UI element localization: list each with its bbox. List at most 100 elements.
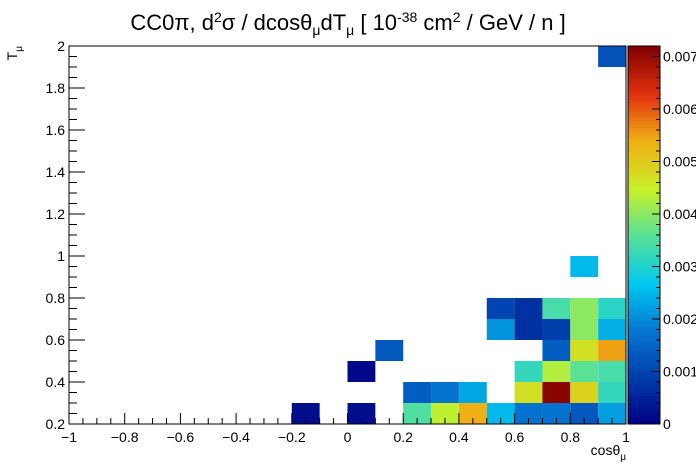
heatmap-bin	[598, 319, 626, 340]
color-scale-segment	[628, 55, 660, 59]
color-scale-segment	[628, 187, 660, 192]
color-scale-segment	[628, 313, 660, 318]
z-tick-label: 0.002	[663, 311, 696, 327]
z-tick-label: 0.004	[663, 206, 696, 222]
heatmap-bin	[403, 382, 432, 403]
color-scale-segment	[628, 326, 660, 330]
color-scale-segment	[628, 200, 660, 204]
y-tick-label: 0.6	[46, 332, 66, 348]
x-tick-label: 1	[622, 429, 630, 445]
color-scale-segment	[628, 52, 660, 56]
color-scale-segment	[628, 357, 660, 362]
heatmap-bin	[486, 403, 515, 424]
color-scale-segment	[628, 61, 660, 66]
color-scale-segment	[628, 105, 660, 110]
z-tick-label: 0	[663, 416, 671, 432]
color-scale-segment	[628, 115, 660, 119]
heatmap-bin	[570, 298, 599, 319]
color-scale-segment	[628, 373, 660, 378]
heatmap-bin	[431, 382, 459, 403]
color-scale-segment	[628, 407, 660, 412]
heatmap-bin	[542, 382, 571, 403]
heatmap-bin	[431, 403, 459, 424]
color-scale-segment	[628, 241, 660, 245]
heatmap-bin	[542, 319, 571, 340]
color-scale-segment	[628, 310, 660, 315]
color-scale-segment	[628, 304, 660, 308]
y-tick-label: 0.4	[46, 374, 66, 390]
color-scale-segment	[628, 77, 660, 81]
y-tick-label: 0.2	[46, 416, 66, 432]
heatmap-bin	[514, 403, 543, 424]
color-scale-segment	[628, 102, 660, 107]
color-scale-segment	[628, 398, 660, 403]
color-scale-segment	[628, 218, 660, 223]
heatmap-bin	[598, 340, 626, 361]
heatmap-bin	[291, 403, 320, 424]
color-scale-segment	[628, 360, 660, 365]
color-scale-segment	[628, 159, 660, 163]
color-scale-segment	[628, 288, 660, 292]
heatmap-bin	[570, 256, 599, 277]
color-scale-segment	[628, 174, 660, 179]
color-scale-segment	[628, 58, 660, 63]
color-scale-segment	[628, 348, 660, 352]
color-scale-segment	[628, 278, 660, 283]
chart-title: CC0π, d2σ / dcosθμdTμ [ 10-38 cm2 / GeV …	[130, 9, 565, 38]
color-scale-segment	[628, 420, 660, 425]
color-scale-segment	[628, 351, 660, 355]
y-tick-label: 1	[57, 248, 65, 264]
color-scale-segment	[628, 370, 660, 374]
color-scale-segment	[628, 269, 660, 274]
color-scale-segment	[628, 395, 660, 400]
color-scale-segment	[628, 401, 660, 406]
color-scale-segment	[628, 121, 660, 126]
color-scale-segment	[628, 149, 660, 154]
heatmap-bin	[486, 319, 515, 340]
x-tick-label: 0.4	[449, 429, 469, 445]
color-scale-segment	[628, 335, 660, 340]
x-axis: −1 −0.8 −0.6 −0.4 −0.2 0 0.2 0.4 0.6 0.8 1	[61, 413, 630, 445]
heatmap-bin	[347, 403, 376, 424]
color-scale-segment	[628, 86, 660, 91]
y-tick-label: 1.4	[46, 164, 66, 180]
color-scale-segment	[628, 376, 660, 381]
color-scale-axis: 0 0.001 0.002 0.003 0.004 0.005 0.006 0.007	[652, 45, 696, 432]
color-scale-segment	[628, 89, 660, 94]
color-scale-segment	[628, 322, 660, 327]
x-tick-label: 0.8	[561, 429, 581, 445]
color-scale-segment	[628, 414, 660, 418]
heatmap-bin	[542, 361, 571, 382]
color-scale-segment	[628, 231, 660, 236]
color-scale-segment	[628, 281, 660, 286]
color-scale-segment	[628, 225, 660, 229]
color-scale-segment	[628, 67, 660, 72]
color-scale-segment	[628, 165, 660, 170]
color-scale-segment	[628, 237, 660, 242]
x-tick-label: −0.8	[111, 429, 139, 445]
x-axis-title: cosθμ	[591, 442, 627, 463]
color-scale-segment	[628, 146, 660, 151]
heatmap-bin	[403, 403, 432, 424]
x-tick-label: 0.6	[505, 429, 525, 445]
color-scale-segment	[628, 127, 660, 132]
heatmap-bin	[514, 382, 543, 403]
x-tick-label: 0.2	[393, 429, 413, 445]
color-scale-segment	[628, 363, 660, 368]
color-scale-segment	[628, 417, 660, 422]
x-tick-label: −1	[61, 429, 77, 445]
color-scale-segment	[628, 137, 660, 141]
color-scale-segment	[628, 319, 660, 324]
color-scale-segment	[628, 329, 660, 333]
z-tick-label: 0.007	[663, 49, 696, 65]
x-tick-label: 0	[344, 429, 352, 445]
color-scale-segment	[628, 209, 660, 214]
color-scale-segment	[628, 259, 660, 264]
heatmap-bin	[570, 382, 599, 403]
color-scale-segment	[628, 193, 660, 198]
y-tick-label: 1.2	[46, 206, 66, 222]
color-scale-segment	[628, 83, 660, 88]
heatmap-bin	[347, 361, 376, 382]
color-scale-segment	[628, 385, 660, 390]
z-tick-label: 0.001	[663, 364, 696, 380]
